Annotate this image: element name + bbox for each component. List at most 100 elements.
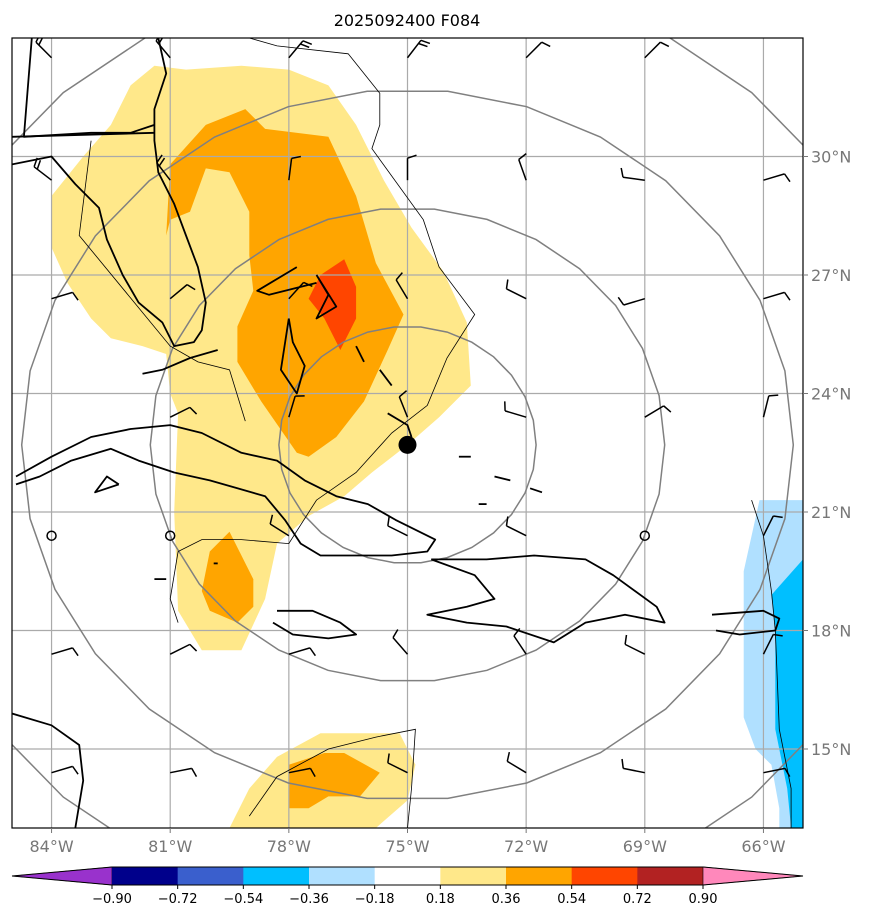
calm-wind-marker	[164, 530, 176, 541]
barb-flag	[189, 406, 198, 415]
colorbar-segment-1	[177, 867, 244, 885]
barb-staff	[387, 525, 408, 537]
barb-flag	[513, 627, 521, 637]
wind-barb	[288, 40, 313, 59]
x-axis-ticks: 84°W 81°W 78°W 75°W 72°W 69°W 66°W	[29, 828, 786, 856]
barb-flag	[158, 157, 166, 167]
wind-barb	[288, 281, 313, 300]
colorbar-tick-label: 0.54	[557, 892, 586, 907]
coastline-1	[22, 38, 155, 138]
chart-title: 2025092400 F084	[334, 11, 481, 30]
wind-barb	[170, 767, 198, 777]
wind-barb	[387, 516, 408, 537]
barb-flag	[38, 38, 44, 46]
range-ring-1	[149, 208, 666, 682]
calm-wind-marker	[639, 530, 651, 541]
wind-barb	[288, 395, 305, 418]
range-ring-0	[278, 326, 537, 564]
barb-flag	[398, 390, 408, 398]
colorbar-segment-7	[571, 867, 638, 885]
barb-staff	[763, 291, 785, 300]
barb-staff	[288, 281, 305, 300]
wind-barb	[269, 514, 290, 537]
wind-barb	[156, 154, 171, 181]
wind-barb	[506, 751, 527, 774]
boundary-line-3	[248, 728, 416, 828]
wind-barb	[406, 154, 417, 181]
colorbar-tick-label: 0.72	[623, 892, 652, 907]
colorbar-tick-label: −0.90	[92, 892, 132, 907]
colorbar-tick-label: 0.36	[492, 892, 521, 907]
barb-staff	[169, 643, 191, 655]
barb-staff	[644, 405, 665, 418]
barb-staff	[288, 767, 311, 774]
wind-barb	[288, 767, 316, 777]
barb-staff	[644, 41, 661, 59]
barb-flag	[35, 38, 39, 43]
barb-flag	[191, 768, 198, 777]
wind-barb	[763, 767, 791, 777]
barb-flag	[505, 516, 509, 526]
barb-flag	[783, 173, 791, 183]
wind-barb	[525, 41, 551, 59]
coastline-19	[94, 475, 120, 494]
coastline-2	[12, 131, 155, 138]
wind-barb	[620, 167, 645, 181]
barb-flag	[72, 647, 79, 657]
wind-barb	[621, 758, 645, 774]
barb-staff	[622, 176, 645, 181]
barb-staff	[269, 523, 290, 537]
wind-barb	[505, 279, 527, 300]
wind-barb	[169, 643, 198, 655]
y-tick-label: 15°N	[811, 740, 851, 759]
barb-flag	[189, 643, 198, 652]
barb-flag	[518, 153, 527, 161]
y-tick-label: 30°N	[811, 148, 851, 167]
barb-flag	[420, 39, 431, 45]
wind-barb	[155, 38, 171, 59]
wind-barb	[288, 647, 316, 657]
wind-barb	[518, 153, 527, 181]
coastline-6	[711, 609, 781, 636]
x-tick-label: 72°W	[504, 837, 548, 856]
colorbar-segment-2	[243, 867, 310, 885]
coastline-12	[379, 369, 393, 387]
wind-barb	[624, 634, 646, 655]
barb-flag	[303, 281, 313, 287]
barb-flag	[72, 291, 79, 301]
barb-flag	[506, 751, 511, 762]
x-tick-label: 66°W	[741, 837, 785, 856]
barb-flag	[186, 283, 196, 291]
barb-staff	[398, 396, 409, 418]
wind-barb	[387, 753, 408, 774]
barb-flag	[773, 515, 783, 519]
wind-barb	[406, 39, 431, 59]
x-tick-label: 78°W	[267, 837, 311, 856]
barb-flag	[156, 154, 163, 164]
barb-flag	[309, 768, 316, 777]
barb-flag	[660, 41, 670, 48]
colorbar-tick-label: −0.72	[158, 892, 198, 907]
barb-staff	[169, 284, 188, 300]
barb-staff	[763, 767, 786, 774]
barb-flag	[617, 296, 625, 306]
y-tick-label: 21°N	[811, 503, 851, 522]
barb-staff	[288, 158, 293, 181]
barb-staff	[525, 41, 543, 59]
wind-barb	[513, 627, 527, 655]
barb-flag	[407, 154, 417, 159]
barb-staff	[387, 762, 408, 774]
barb-flag	[784, 768, 791, 777]
barb-staff	[288, 647, 311, 655]
colorbar-tick-label: 0.18	[426, 892, 455, 907]
barb-flag	[387, 516, 390, 526]
wind-barb	[762, 394, 779, 418]
coastline-7	[12, 712, 85, 828]
wind-barb	[762, 515, 783, 537]
gridlines	[12, 38, 803, 828]
center-marker	[398, 435, 417, 454]
barb-flag	[36, 160, 42, 170]
colorbar-segment-5	[440, 867, 507, 885]
